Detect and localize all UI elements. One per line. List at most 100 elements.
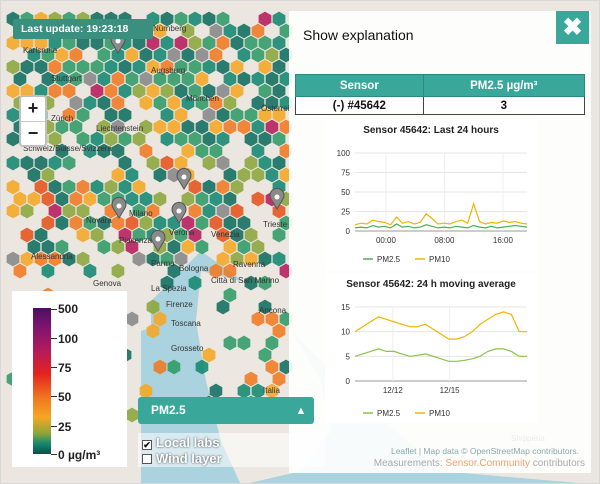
sensor-hex[interactable] (202, 59, 216, 75)
sensor-hex[interactable] (104, 83, 118, 99)
sensor-hex[interactable] (202, 131, 216, 147)
sensor-hex[interactable] (20, 155, 34, 171)
sensor-hex[interactable] (244, 371, 258, 387)
sensor-hex[interactable] (265, 167, 279, 183)
sensor-hex[interactable] (132, 227, 146, 243)
sensor-hex[interactable] (125, 311, 139, 327)
sensor-hex[interactable] (209, 95, 223, 111)
sensor-hex[interactable] (125, 71, 139, 87)
sensor-hex[interactable] (41, 263, 55, 279)
sensor-hex[interactable] (209, 191, 223, 207)
sensor-hex[interactable] (13, 191, 27, 207)
sensor-hex[interactable] (90, 227, 104, 243)
sensor-hex[interactable] (244, 251, 258, 267)
sensor-hex[interactable] (34, 35, 48, 51)
sensor-hex[interactable] (272, 227, 286, 243)
sensor-hex[interactable] (195, 47, 209, 63)
sensor-hex[interactable] (209, 23, 223, 39)
sensor-hex[interactable] (258, 299, 272, 315)
sensor-hex[interactable] (76, 251, 90, 267)
pm-selector[interactable]: PM2.5 ▲ (138, 397, 314, 424)
sensor-hex[interactable] (6, 203, 20, 219)
sensor-hex[interactable] (230, 83, 244, 99)
sensor-hex[interactable] (237, 119, 251, 135)
local-labs-checkbox[interactable]: ✔ (142, 440, 152, 450)
sensor-hex[interactable] (251, 239, 265, 255)
sensor-hex[interactable] (244, 107, 258, 123)
sensor-hex[interactable] (230, 35, 244, 51)
sensor-hex[interactable] (76, 203, 90, 219)
sensor-hex[interactable] (62, 83, 76, 99)
sensor-hex[interactable] (62, 251, 76, 267)
sensor-hex[interactable] (69, 215, 83, 231)
sensor-hex[interactable] (139, 383, 153, 399)
sensor-hex[interactable] (202, 155, 216, 171)
sensor-hex[interactable] (258, 347, 272, 363)
sensor-hex[interactable] (34, 251, 48, 267)
sensor-hex[interactable] (258, 11, 272, 27)
sensor-hex[interactable] (251, 119, 265, 135)
sensor-hex[interactable] (223, 287, 237, 303)
sensor-hex[interactable] (202, 203, 216, 219)
sensor-hex[interactable] (48, 131, 62, 147)
sensor-hex[interactable] (62, 35, 76, 51)
show-explanation-link[interactable]: Show explanation (303, 27, 414, 43)
sensor-hex[interactable] (244, 227, 258, 243)
chevron-up-icon[interactable]: ▲ (295, 405, 307, 417)
sensor-hex[interactable] (202, 347, 216, 363)
sensor-hex[interactable] (237, 71, 251, 87)
sensor-hex[interactable] (251, 167, 265, 183)
sensor-hex[interactable] (55, 215, 69, 231)
sensor-hex[interactable] (202, 179, 216, 195)
sensor-hex[interactable] (76, 35, 90, 51)
sensor-hex[interactable] (160, 275, 174, 291)
sensor-hex[interactable] (97, 71, 111, 87)
sensor-hex[interactable] (104, 179, 118, 195)
sensor-hex[interactable] (195, 215, 209, 231)
sensor-hex[interactable] (223, 215, 237, 231)
sensor-hex[interactable] (223, 95, 237, 111)
sensor-hex[interactable] (272, 251, 286, 267)
sensor-hex[interactable] (41, 47, 55, 63)
sensor-hex[interactable] (174, 59, 188, 75)
sensor-hex[interactable] (104, 59, 118, 75)
sensor-hex[interactable] (146, 323, 160, 339)
sensor-hex[interactable] (237, 239, 251, 255)
sensor-hex[interactable] (55, 47, 69, 63)
sensor-hex[interactable] (244, 131, 258, 147)
sensor-hex[interactable] (174, 131, 188, 147)
sensor-hex[interactable] (265, 311, 279, 327)
sensor-hex[interactable] (55, 239, 69, 255)
sensor-hex[interactable] (188, 59, 202, 75)
sensor-hex[interactable] (48, 83, 62, 99)
sensor-hex[interactable] (181, 239, 195, 255)
sensor-hex[interactable] (195, 119, 209, 135)
sensor-hex[interactable] (6, 59, 20, 75)
sensor-hex[interactable] (111, 167, 125, 183)
sensor-hex[interactable] (195, 143, 209, 159)
sensor-hex[interactable] (265, 383, 279, 399)
sensor-hex[interactable] (153, 215, 167, 231)
sensor-hex[interactable] (223, 71, 237, 87)
sensor-hex[interactable] (20, 251, 34, 267)
sensor-hex[interactable] (167, 167, 181, 183)
sensor-hex[interactable] (132, 179, 146, 195)
sensor-hex[interactable] (195, 95, 209, 111)
sensor-hex[interactable] (216, 203, 230, 219)
sensor-hex[interactable] (188, 35, 202, 51)
sensor-hex[interactable] (209, 263, 223, 279)
sensor-hex[interactable] (76, 59, 90, 75)
sensor-hex[interactable] (216, 83, 230, 99)
sensor-hex[interactable] (118, 59, 132, 75)
sensor-hex[interactable] (265, 95, 279, 111)
sensor-hex[interactable] (118, 107, 132, 123)
sensor-hex[interactable] (258, 251, 272, 267)
sensor-hex[interactable] (62, 203, 76, 219)
sensor-hex[interactable] (48, 203, 62, 219)
sensor-hex[interactable] (6, 155, 20, 171)
sensor-hex[interactable] (167, 263, 181, 279)
sensor-hex[interactable] (111, 119, 125, 135)
sensor-hex[interactable] (216, 11, 230, 27)
legend-entry[interactable]: PM2.5 (377, 255, 401, 264)
sensor-hex[interactable] (6, 131, 20, 147)
